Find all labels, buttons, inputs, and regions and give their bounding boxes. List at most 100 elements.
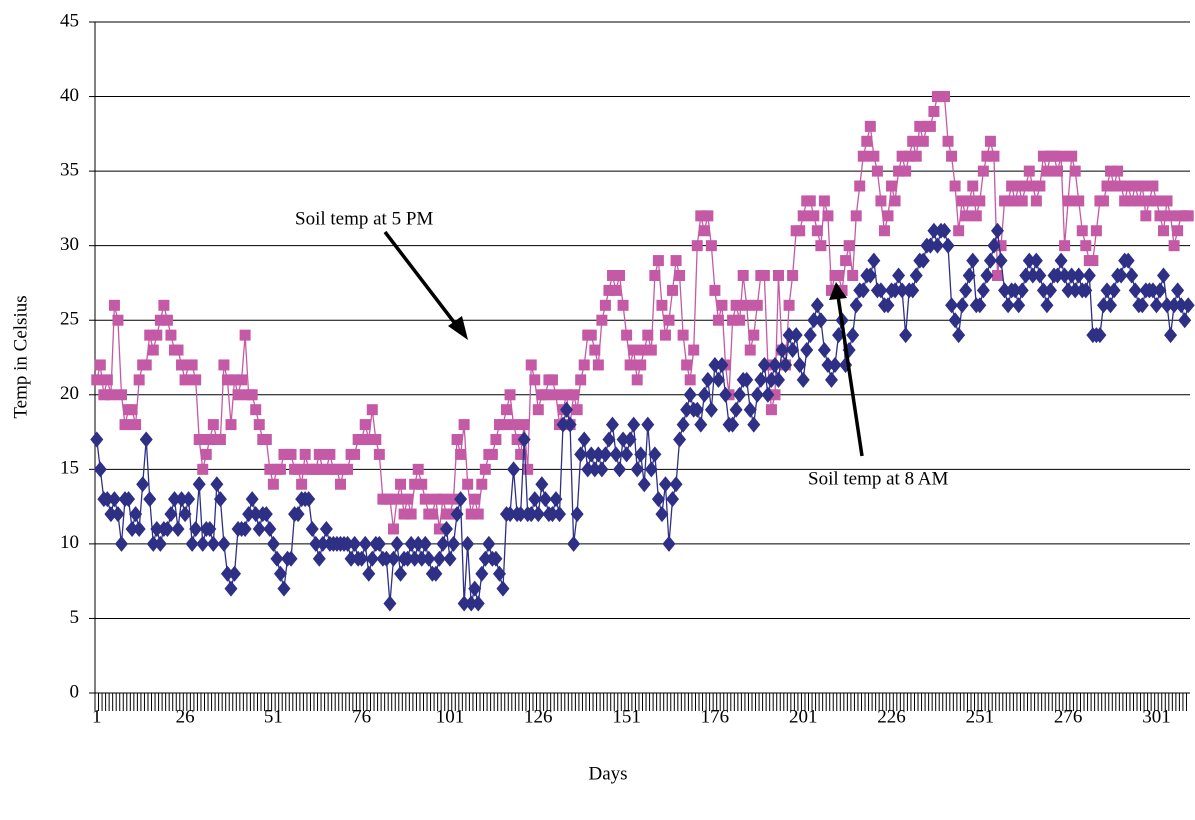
y-axis-label: Temp in Celsius (10, 295, 31, 418)
marker (1100, 282, 1114, 299)
marker (1108, 180, 1120, 192)
marker (167, 491, 181, 508)
marker (956, 195, 968, 207)
marker (1016, 195, 1028, 207)
marker (1160, 297, 1174, 314)
marker (539, 389, 551, 401)
marker (531, 506, 545, 523)
marker (1105, 165, 1117, 177)
marker (748, 329, 760, 341)
annotation: Soil temp at 8 AM (808, 468, 949, 489)
marker (1061, 282, 1075, 299)
marker (649, 269, 661, 281)
marker (1006, 180, 1018, 192)
marker (761, 386, 775, 403)
marker (454, 491, 468, 508)
marker (983, 252, 997, 269)
marker (945, 297, 959, 314)
marker (130, 419, 142, 431)
marker (1181, 297, 1195, 314)
marker (878, 225, 890, 237)
marker (185, 535, 199, 552)
marker (804, 195, 816, 207)
marker (1013, 180, 1025, 192)
marker (192, 476, 206, 493)
marker (768, 356, 782, 373)
marker (624, 359, 636, 371)
marker (621, 329, 633, 341)
marker (129, 506, 143, 523)
marker (874, 282, 888, 299)
marker (291, 506, 305, 523)
y-tick-label: 15 (60, 458, 79, 479)
marker (160, 520, 174, 537)
marker (916, 252, 930, 269)
marker (213, 491, 227, 508)
marker (669, 476, 683, 493)
marker (976, 282, 990, 299)
marker (111, 506, 125, 523)
marker (486, 448, 498, 460)
marker (384, 493, 396, 505)
marker (416, 478, 428, 490)
marker (292, 463, 304, 475)
marker (229, 374, 241, 386)
marker (946, 150, 958, 162)
marker (623, 431, 637, 448)
marker (688, 344, 700, 356)
marker (1068, 282, 1082, 299)
marker (408, 550, 422, 567)
marker (797, 210, 809, 222)
marker (886, 180, 898, 192)
marker (783, 299, 795, 311)
marker (451, 434, 463, 446)
marker (1174, 297, 1188, 314)
marker (310, 463, 322, 475)
marker (843, 240, 855, 252)
marker (133, 374, 145, 386)
marker (172, 344, 184, 356)
marker (952, 327, 966, 344)
marker (372, 535, 386, 552)
marker (225, 419, 237, 431)
marker (1154, 210, 1166, 222)
marker (267, 478, 279, 490)
marker (1087, 255, 1099, 267)
marker (299, 448, 311, 460)
marker (412, 463, 424, 475)
marker (638, 344, 650, 356)
marker (959, 282, 973, 299)
marker (190, 374, 202, 386)
marker (828, 356, 842, 373)
marker (1069, 165, 1081, 177)
marker (179, 374, 191, 386)
marker (432, 550, 446, 567)
y-tick-label: 40 (60, 85, 79, 106)
marker (560, 401, 574, 418)
marker (747, 416, 761, 433)
marker (948, 312, 962, 329)
marker (991, 269, 1003, 281)
marker (472, 508, 484, 520)
x-tick-label: 226 (877, 706, 906, 727)
marker (733, 386, 747, 403)
marker (439, 520, 453, 537)
marker (906, 282, 920, 299)
marker (126, 404, 138, 416)
marker (1093, 327, 1107, 344)
marker (981, 150, 993, 162)
marker (734, 314, 746, 326)
marker (882, 210, 894, 222)
marker (214, 434, 226, 446)
marker (995, 240, 1007, 252)
x-axis-label: Days (588, 763, 627, 784)
marker (1040, 297, 1054, 314)
marker (888, 282, 902, 299)
marker (836, 284, 848, 296)
marker (606, 269, 618, 281)
marker (224, 580, 238, 597)
marker (667, 284, 679, 296)
marker (245, 491, 259, 508)
marker (677, 329, 689, 341)
